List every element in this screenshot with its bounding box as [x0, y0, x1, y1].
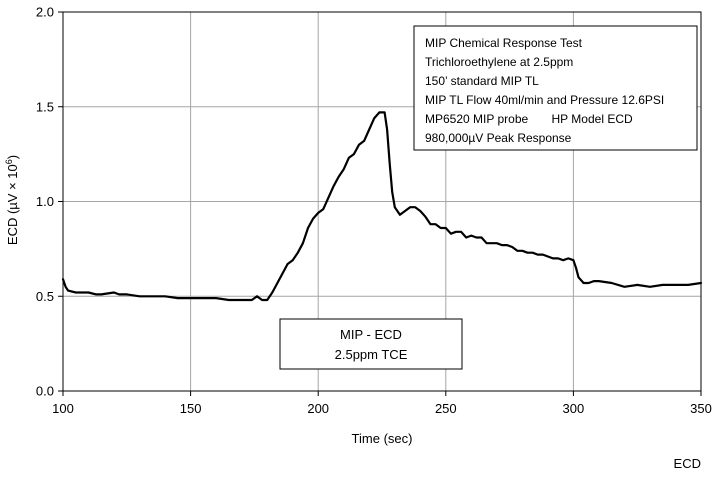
y-tick-label: 2.0 — [36, 5, 54, 20]
info-line-2: Trichloroethylene at 2.5ppm — [425, 55, 573, 69]
series-label-box: MIP - ECD 2.5ppm TCE — [279, 318, 463, 370]
info-line-1: MIP Chemical Response Test — [425, 36, 583, 50]
legend-label: ECD — [674, 456, 701, 471]
info-box-frame — [413, 25, 698, 151]
x-tick-label: 350 — [690, 401, 712, 416]
info-line-6: 980,000µV Peak Response — [425, 131, 572, 145]
y-tick-label: 0.0 — [36, 384, 54, 399]
info-line-4: MIP TL Flow 40ml/min and Pressure 12.6PS… — [425, 93, 664, 107]
y-tick-label: 0.5 — [36, 289, 54, 304]
y-tick-label: 1.5 — [36, 99, 54, 114]
x-axis-title: Time (sec) — [352, 431, 413, 446]
y-axis-title-exponent: 6 — [4, 159, 14, 164]
series-label-line-2: 2.5ppm TCE — [335, 347, 408, 362]
x-tick-label: 250 — [435, 401, 457, 416]
info-line-5: MP6520 MIP probe HP Model ECD — [425, 112, 633, 126]
y-axis-title-prefix: ECD (µV × 10 — [5, 164, 20, 245]
y-axis-title: ECD (µV × 106) — [4, 155, 20, 245]
x-tick-label: 300 — [563, 401, 585, 416]
y-tick-label: 1.0 — [36, 194, 54, 209]
x-tick-label: 150 — [180, 401, 202, 416]
series-label-line-1: MIP - ECD — [340, 327, 402, 342]
x-tick-label: 100 — [52, 401, 74, 416]
axis-ticks: 100 150 200 250 300 350 0.0 0.5 1.0 1.5 2.0 — [36, 5, 712, 417]
series-layer — [61, 111, 703, 302]
info-box: MIP Chemical Response Test Trichloroethy… — [413, 25, 698, 151]
info-line-3: 150’ standard MIP TL — [425, 74, 539, 88]
y-axis-title-suffix: ) — [5, 155, 20, 159]
x-tick-label: 200 — [307, 401, 329, 416]
series-line-ecd — [61, 111, 703, 302]
series-label-box-frame — [279, 318, 463, 370]
